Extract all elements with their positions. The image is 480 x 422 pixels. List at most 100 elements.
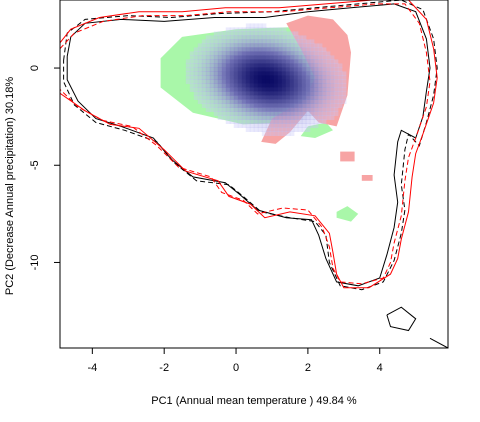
density-cell [261,47,267,52]
density-cell [265,31,271,36]
density-cell [245,123,251,128]
density-cell [221,55,227,60]
density-cell [233,91,239,96]
density-cell [253,115,259,120]
density-cell [317,115,323,120]
density-cell [305,79,311,84]
density-cell [337,99,343,104]
density-cell [289,131,295,136]
density-cell [245,47,251,52]
density-cell [209,103,215,108]
density-cell [313,107,319,112]
density-cell [285,75,291,80]
density-cell [285,115,291,120]
density-cell [281,31,287,36]
density-cell [197,71,203,76]
density-cell [245,71,251,76]
density-cell [245,119,251,124]
density-cell [221,47,227,52]
density-cell [257,67,263,72]
plot-area [60,0,448,348]
density-cell [273,131,279,136]
density-cell [257,27,263,32]
density-cell [225,83,231,88]
density-cell [233,51,239,56]
contour-line-1 [63,0,438,291]
density-cell [257,47,263,52]
density-cell [329,71,335,76]
density-cell [201,55,207,60]
density-cell [213,31,219,36]
density-cell [337,67,343,72]
density-cell [313,87,319,92]
density-cell [321,103,327,108]
density-cell [237,55,243,60]
density-cell [217,51,223,56]
density-cell [205,47,211,52]
region-0-patch-1 [300,122,333,138]
density-cell [289,63,295,68]
density-cell [337,95,343,100]
density-cell [237,39,243,44]
density-cell [277,95,283,100]
density-cell [277,35,283,40]
density-cell [317,87,323,92]
density-cell [197,79,203,84]
density-cell [225,79,231,84]
density-cell [205,43,211,48]
density-cell [213,59,219,64]
density-cell [273,127,279,132]
density-cell [237,79,243,84]
density-cell [289,71,295,76]
density-cell [325,71,331,76]
density-cell [293,111,299,116]
density-cell [249,91,255,96]
density-cell [221,71,227,76]
density-cell [297,55,303,60]
density-cell [341,71,347,76]
density-cell [281,103,287,108]
density-cell [265,47,271,52]
y-tick-label: 0 [29,65,41,71]
density-cell [233,123,239,128]
density-cell [225,119,231,124]
density-cell [289,127,295,132]
density-cell [277,91,283,96]
density-cell [269,71,275,76]
density-cell [261,67,267,72]
density-cell [197,47,203,52]
density-cell [225,99,231,104]
density-cell [261,91,267,96]
density-cell [269,87,275,92]
density-cell [317,103,323,108]
density-cell [245,67,251,72]
density-cell [317,59,323,64]
density-cell [285,59,291,64]
density-cell [205,91,211,96]
density-cell [281,95,287,100]
density-cell [265,79,271,84]
density-cell [325,67,331,72]
density-cell [281,43,287,48]
density-cell [269,107,275,112]
density-cell [217,55,223,60]
density-cell [265,119,271,124]
density-cell [321,87,327,92]
density-cell [269,115,275,120]
density-cell [329,91,335,96]
density-cell [261,43,267,48]
density-cell [193,67,199,72]
density-cell [265,55,271,60]
density-cell [289,47,295,52]
contour-layer [60,0,448,348]
density-cell [317,43,323,48]
density-cell [293,75,299,80]
density-cell [289,59,295,64]
density-cell [269,55,275,60]
density-cell [269,43,275,48]
density-cell [297,75,303,80]
x-tick-label: -4 [87,362,97,374]
density-cell [265,103,271,108]
density-cell [257,55,263,60]
density-cell [325,95,331,100]
